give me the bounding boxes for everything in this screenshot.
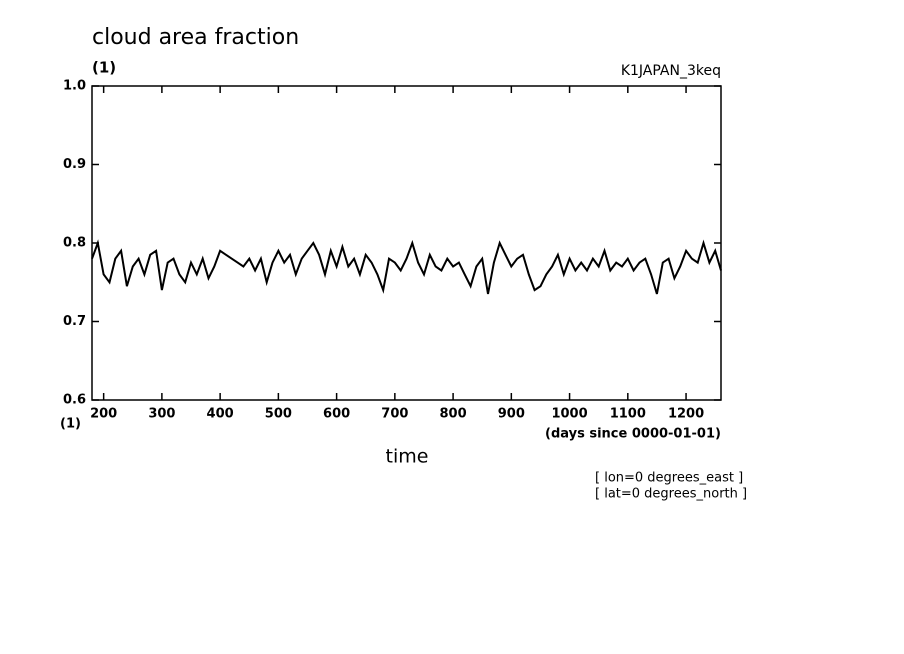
data-line	[91, 239, 722, 295]
x-unit: (days since 0000-01-01)	[545, 427, 721, 442]
plot-frame	[91, 85, 722, 401]
note: [ lat=0 degrees_north ]	[595, 487, 747, 502]
x-tick-label: 700	[381, 407, 408, 422]
x-tick-label: 900	[498, 407, 525, 422]
y-unit: (1)	[92, 59, 116, 77]
x-tick-label: 500	[265, 407, 292, 422]
x-tick-label: 400	[207, 407, 234, 422]
y-tick-label: 0.8	[63, 236, 86, 251]
x-tick-label: 300	[148, 407, 175, 422]
y-tick-label: 0.7	[63, 314, 86, 329]
x-tick-label: 1200	[668, 407, 704, 422]
run-name: K1JAPAN_3keq	[621, 63, 721, 79]
x-unit-left: (1)	[60, 417, 81, 432]
y-tick-label: 1.0	[63, 79, 86, 94]
x-tick-label: 600	[323, 407, 350, 422]
x-tick-label: 200	[90, 407, 117, 422]
y-tick-label: 0.9	[63, 157, 86, 172]
x-tick-label: 800	[440, 407, 467, 422]
note: [ lon=0 degrees_east ]	[595, 471, 743, 486]
y-tick-label: 0.6	[63, 393, 86, 408]
x-axis-label: time	[386, 446, 429, 468]
chart-title: cloud area fraction	[92, 25, 299, 50]
x-tick-label: 1100	[610, 407, 646, 422]
x-tick-label: 1000	[551, 407, 587, 422]
